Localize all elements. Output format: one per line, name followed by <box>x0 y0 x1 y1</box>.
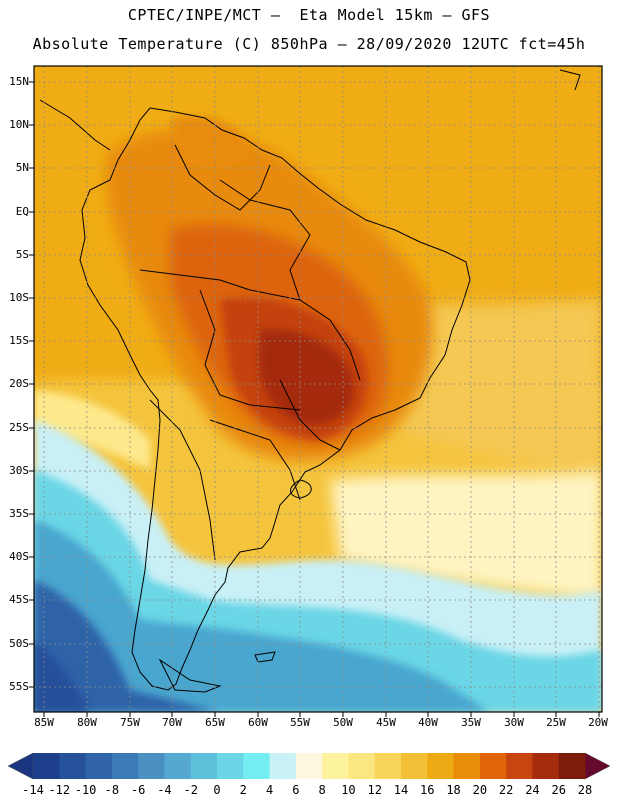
colorbar-under-triangle <box>7 752 34 780</box>
colorbar-swatch <box>506 753 533 779</box>
colorbar-tick-label: -12 <box>48 783 71 797</box>
colorbar-swatch <box>532 753 560 779</box>
lat-label: 35S <box>9 507 29 520</box>
lon-label: 75W <box>120 716 140 729</box>
lon-label: 85W <box>34 716 54 729</box>
colorbar-tick-label: 28 <box>577 783 593 797</box>
lon-label: 35W <box>461 716 481 729</box>
colorbar-swatch <box>190 753 218 779</box>
colorbar-tick-label: 4 <box>265 783 274 797</box>
lat-label: 15N <box>9 75 29 88</box>
colorbar-over-triangle <box>584 752 611 780</box>
lat-label: 55S <box>9 680 29 693</box>
colorbar-swatch <box>111 753 139 779</box>
colorbar-tick-label: 26 <box>551 783 566 797</box>
lon-label: 30W <box>504 716 524 729</box>
lon-label: 55W <box>290 716 310 729</box>
axis-ticks <box>29 81 600 717</box>
lon-label: 45W <box>376 716 396 729</box>
colorbar-tick-label: 16 <box>420 783 435 797</box>
lon-label: 20W <box>588 716 608 729</box>
colorbar-swatch <box>322 753 349 779</box>
lon-label: 50W <box>333 716 353 729</box>
colorbar-swatch <box>59 753 87 779</box>
colorbar-tick-label: 6 <box>292 783 300 797</box>
colorbar-swatch <box>479 753 507 779</box>
map-frame <box>33 65 603 713</box>
lon-label: 60W <box>248 716 268 729</box>
colorbar-tick-label: 20 <box>472 783 488 797</box>
colorbar-tick-label: 22 <box>498 783 514 797</box>
lon-label: 65W <box>205 716 225 729</box>
colorbar-tick-label: 2 <box>239 783 247 797</box>
colorbar-swatch <box>558 753 586 779</box>
colorbar-swatch <box>401 753 428 779</box>
colorbar-tick-label: 8 <box>318 783 326 797</box>
colorbar-swatch <box>33 753 60 779</box>
colorbar-tick-label: 0 <box>213 783 221 797</box>
lat-label: 50S <box>9 637 29 650</box>
lon-label: 70W <box>162 716 182 729</box>
colorbar-tick-label: 12 <box>367 783 382 797</box>
colorbar <box>7 752 611 780</box>
colorbar-tick-label: -8 <box>104 783 120 797</box>
colorbar-tick-label: -4 <box>157 783 172 797</box>
map-title-line2: Absolute Temperature (C) 850hPa – 28/09/… <box>32 35 586 53</box>
colorbar-swatch <box>427 753 455 779</box>
colorbar-tick-label: -14 <box>22 783 44 797</box>
colorbar-swatch <box>348 753 376 779</box>
colorbar-tick-label: 10 <box>341 783 356 797</box>
lat-label: 45S <box>9 593 29 606</box>
lon-label: 40W <box>418 716 438 729</box>
colorbar-swatch <box>374 753 402 779</box>
colorbar-tick-label: 18 <box>446 783 461 797</box>
lat-label: 25S <box>9 421 29 434</box>
lat-label: 20S <box>9 377 29 390</box>
colorbar-swatch <box>453 753 481 779</box>
colorbar-tick-label: -2 <box>183 783 198 797</box>
colorbar-swatch <box>164 753 192 779</box>
colorbar-tick-label: -10 <box>74 783 97 797</box>
colorbar-tick-label: -6 <box>130 783 146 797</box>
colorbar-swatch <box>295 753 323 779</box>
temperature-field <box>34 66 602 712</box>
colorbar-tick-label: 24 <box>525 783 540 797</box>
lat-label: 40S <box>9 550 29 563</box>
colorbar-swatch <box>138 753 165 779</box>
lat-label: 30S <box>9 464 29 477</box>
lat-label: 5S <box>15 248 29 261</box>
colorbar-swatch <box>269 753 297 779</box>
lat-label: 5N <box>15 161 29 174</box>
colorbar-tick-label: 14 <box>393 783 409 797</box>
lon-label: 25W <box>546 716 566 729</box>
colorbar-swatch <box>85 753 113 779</box>
colorbar-swatch <box>243 753 271 779</box>
lat-label: 15S <box>9 334 29 347</box>
map-title-line1: CPTEC/INPE/MCT – Eta Model 15km – GFS <box>127 6 491 24</box>
lat-label: 10N <box>9 118 29 131</box>
lat-label: 10S <box>9 291 29 304</box>
lon-label: 80W <box>77 716 97 729</box>
lat-label: EQ <box>15 205 29 218</box>
coastlines <box>39 69 581 693</box>
colorbar-swatch <box>217 753 244 779</box>
